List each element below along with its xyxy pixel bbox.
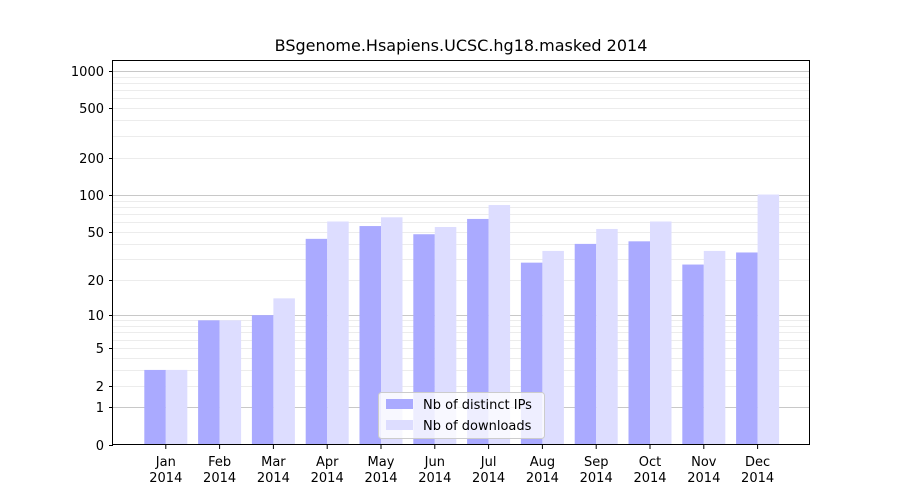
bar-nb-of-downloads-may: [381, 217, 403, 445]
x-tick-label-month: Sep: [584, 455, 609, 470]
y-tick-label: 100: [79, 189, 104, 204]
x-tick-label-year: 2014: [526, 471, 559, 486]
bar-nb-of-distinct-ips-sep: [574, 243, 597, 445]
x-tick-label-month: Jun: [424, 455, 445, 470]
x-tick-label-year: 2014: [687, 471, 720, 486]
bar-nb-of-distinct-ips-oct: [628, 241, 650, 445]
plot-frame: [112, 60, 810, 445]
bar-nb-of-downloads-oct: [650, 221, 672, 445]
x-tick-label-month: Apr: [316, 455, 339, 470]
bar-nb-of-distinct-ips-mar: [251, 315, 274, 445]
bar-nb-of-downloads-jun: [434, 227, 457, 445]
x-tick-label-year: 2014: [580, 471, 613, 486]
y-tick-label: 500: [79, 102, 104, 117]
y-tick-label: 5: [96, 342, 104, 357]
bar-nb-of-downloads-sep: [596, 228, 618, 445]
x-tick-label-month: Jan: [155, 455, 176, 470]
bar-nb-of-downloads-jan: [165, 369, 188, 445]
x-tick-label-year: 2014: [472, 471, 505, 486]
legend-box: [378, 392, 545, 439]
x-axis: Jan2014Feb2014Mar2014Apr2014May2014Jun20…: [149, 445, 774, 486]
x-tick-label-year: 2014: [257, 471, 290, 486]
x-tick-label-month: Feb: [208, 455, 231, 470]
y-tick-label: 20: [87, 274, 104, 289]
bar-nb-of-downloads-mar: [273, 298, 295, 445]
x-tick-label-year: 2014: [418, 471, 451, 486]
bar-nb-of-distinct-ips-jul: [467, 218, 489, 445]
x-tick-label-month: Nov: [691, 455, 717, 470]
bar-nb-of-distinct-ips-nov: [682, 264, 704, 445]
bar-nb-of-downloads-feb: [219, 320, 242, 445]
x-tick-label-month: Dec: [745, 455, 770, 470]
bar-nb-of-distinct-ips-dec: [736, 252, 758, 445]
y-tick-label: 10: [87, 309, 104, 324]
y-tick-label: 1000: [71, 65, 104, 80]
x-tick-label-month: Mar: [261, 455, 286, 470]
bar-nb-of-downloads-dec: [757, 194, 780, 445]
legend: Nb of distinct IPs Nb of downloads: [378, 392, 545, 439]
y-tick-label: 50: [87, 226, 104, 241]
bar-nb-of-distinct-ips-jan: [144, 369, 166, 445]
y-axis: 0 1 2 5 10 20 50 100 200 500 1000: [71, 65, 113, 454]
x-tick-label-year: 2014: [203, 471, 236, 486]
y-tick-label: 1: [96, 401, 104, 416]
bar-nb-of-distinct-ips-apr: [305, 238, 328, 445]
y-tick-label: 0: [96, 439, 104, 454]
x-tick-label-year: 2014: [633, 471, 666, 486]
bar-nb-of-downloads-apr: [327, 221, 349, 445]
x-tick-label-month: Jul: [480, 455, 497, 470]
legend-label: Nb of downloads: [423, 419, 532, 434]
bars: [144, 194, 780, 445]
y-tick-label: 2: [96, 380, 104, 395]
x-tick-label-year: 2014: [149, 471, 182, 486]
chart-title: BSgenome.Hsapiens.UCSC.hg18.masked 2014: [275, 36, 648, 55]
x-tick-label-year: 2014: [311, 471, 344, 486]
y-tick-label: 200: [79, 152, 104, 167]
x-tick-label-month: May: [368, 455, 395, 470]
x-tick-label-year: 2014: [741, 471, 774, 486]
x-tick-label-year: 2014: [364, 471, 397, 486]
bar-nb-of-downloads-aug: [542, 250, 564, 445]
bar-nb-of-downloads-jul: [488, 205, 511, 445]
legend-swatch: [386, 399, 413, 409]
x-tick-label-month: Aug: [530, 455, 555, 470]
bar-nb-of-distinct-ips-feb: [198, 320, 220, 445]
bar-nb-of-downloads-nov: [703, 250, 726, 445]
bar-nb-of-distinct-ips-may: [359, 226, 381, 445]
legend-swatch: [386, 420, 413, 430]
x-tick-label-month: Oct: [639, 455, 661, 470]
legend-label: Nb of distinct IPs: [423, 398, 532, 413]
